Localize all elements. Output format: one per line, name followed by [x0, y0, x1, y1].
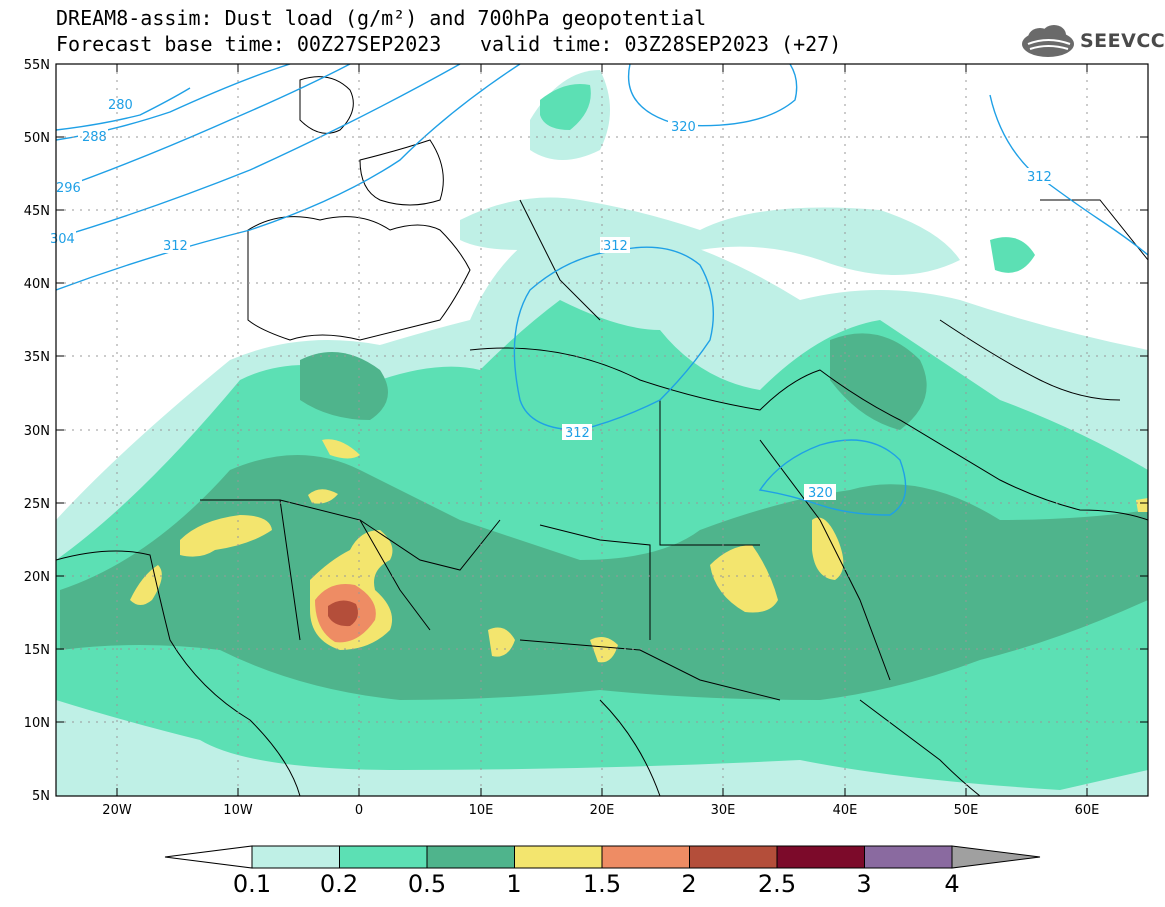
lat-label: 50N [24, 131, 50, 146]
dust-region-med [300, 352, 388, 420]
dust-region-low [460, 197, 960, 275]
colorbar-label: 2 [681, 870, 697, 898]
contour-label: 304 [50, 232, 75, 247]
lat-label: 25N [24, 497, 50, 512]
contour-label: 312 [603, 239, 628, 254]
colorbar-segment [864, 845, 953, 869]
lat-label: 30N [24, 424, 50, 439]
colorbar-label: 0.2 [319, 870, 359, 898]
contour-label: 320 [808, 486, 833, 501]
colorbar-under-arrow [164, 845, 253, 869]
lat-label: 15N [24, 643, 50, 658]
coastlines [56, 76, 1148, 796]
colorbar-label: 4 [944, 870, 960, 898]
colorbar-label: 0.1 [232, 870, 272, 898]
dust-region-high [590, 636, 618, 663]
valid-time: valid time: 03Z28SEP2023 (+27) [480, 32, 842, 56]
colorbar-label: 0.5 [407, 870, 447, 898]
lat-label: 5N [32, 789, 50, 804]
contour-label: 312 [163, 239, 188, 254]
latitude-labels: 55N 50N 45N 40N 35N 30N 25N 20N 15N 10N … [24, 58, 50, 804]
colorbar-label: 2.5 [757, 870, 797, 898]
colorbar-segment [426, 845, 515, 869]
lat-label: 45N [24, 204, 50, 219]
dust-region-high [488, 627, 515, 657]
lon-label: 60E [1075, 803, 1100, 818]
lon-label: 40E [833, 803, 858, 818]
colorbar-label: 3 [856, 870, 872, 898]
contour-label: 296 [56, 181, 81, 196]
lon-label: 20E [590, 803, 615, 818]
contour-label: 312 [565, 426, 590, 441]
contour-labels: 280 288 296 304 312 320 312 312 320 312 [50, 96, 1054, 501]
dust-region-high [322, 439, 360, 459]
colorbar-segment [514, 845, 603, 869]
dust-region-mid [990, 237, 1035, 273]
dust-region-high [1136, 498, 1148, 512]
map-title: DREAM8-assim: Dust load (g/m²) and 700hP… [56, 6, 707, 30]
dust-region-high [180, 515, 272, 557]
colorbar-segment [689, 845, 778, 869]
contour-label: 312 [1027, 170, 1052, 185]
lat-label: 55N [24, 58, 50, 73]
lon-label: 10E [469, 803, 494, 818]
logo-text: SEEVCCC [1080, 30, 1165, 52]
colorbar-segment [776, 845, 865, 869]
contour-label: 288 [82, 130, 107, 145]
contour-label: 320 [671, 120, 696, 135]
lat-label: 10N [24, 716, 50, 731]
colorbar [164, 845, 1041, 869]
lon-label: 10W [223, 803, 253, 818]
dust-region-high [812, 517, 844, 580]
dust-region-high [308, 489, 338, 504]
lon-label: 50E [954, 803, 979, 818]
longitude-labels: 20W 10W 0 10E 20E 30E 40E 50E 60E [102, 803, 1099, 818]
dust-region-high [130, 565, 162, 605]
colorbar-over-arrow [951, 845, 1041, 869]
colorbar-label: 1.5 [582, 870, 622, 898]
lat-label: 35N [24, 350, 50, 365]
contour-label: 280 [108, 98, 133, 113]
lon-label: 20W [102, 803, 132, 818]
dust-region-ext [328, 600, 358, 627]
lon-label: 0 [355, 803, 363, 818]
geopotential-contours [56, 64, 1148, 516]
dust-region-high [710, 545, 778, 613]
axis-ticks [56, 63, 1148, 797]
dust-region-med [830, 333, 927, 430]
colorbar-label: 1 [506, 870, 522, 898]
dust-region-mid [540, 84, 591, 130]
colorbar-segment [339, 845, 428, 869]
lat-label: 20N [24, 570, 50, 585]
lat-label: 40N [24, 277, 50, 292]
cloud-logo-icon [1022, 25, 1074, 57]
forecast-base-time: Forecast base time: 00Z27SEP2023 [56, 32, 442, 56]
colorbar-segment [251, 845, 340, 869]
colorbar-segment [601, 845, 690, 869]
lon-label: 30E [711, 803, 736, 818]
